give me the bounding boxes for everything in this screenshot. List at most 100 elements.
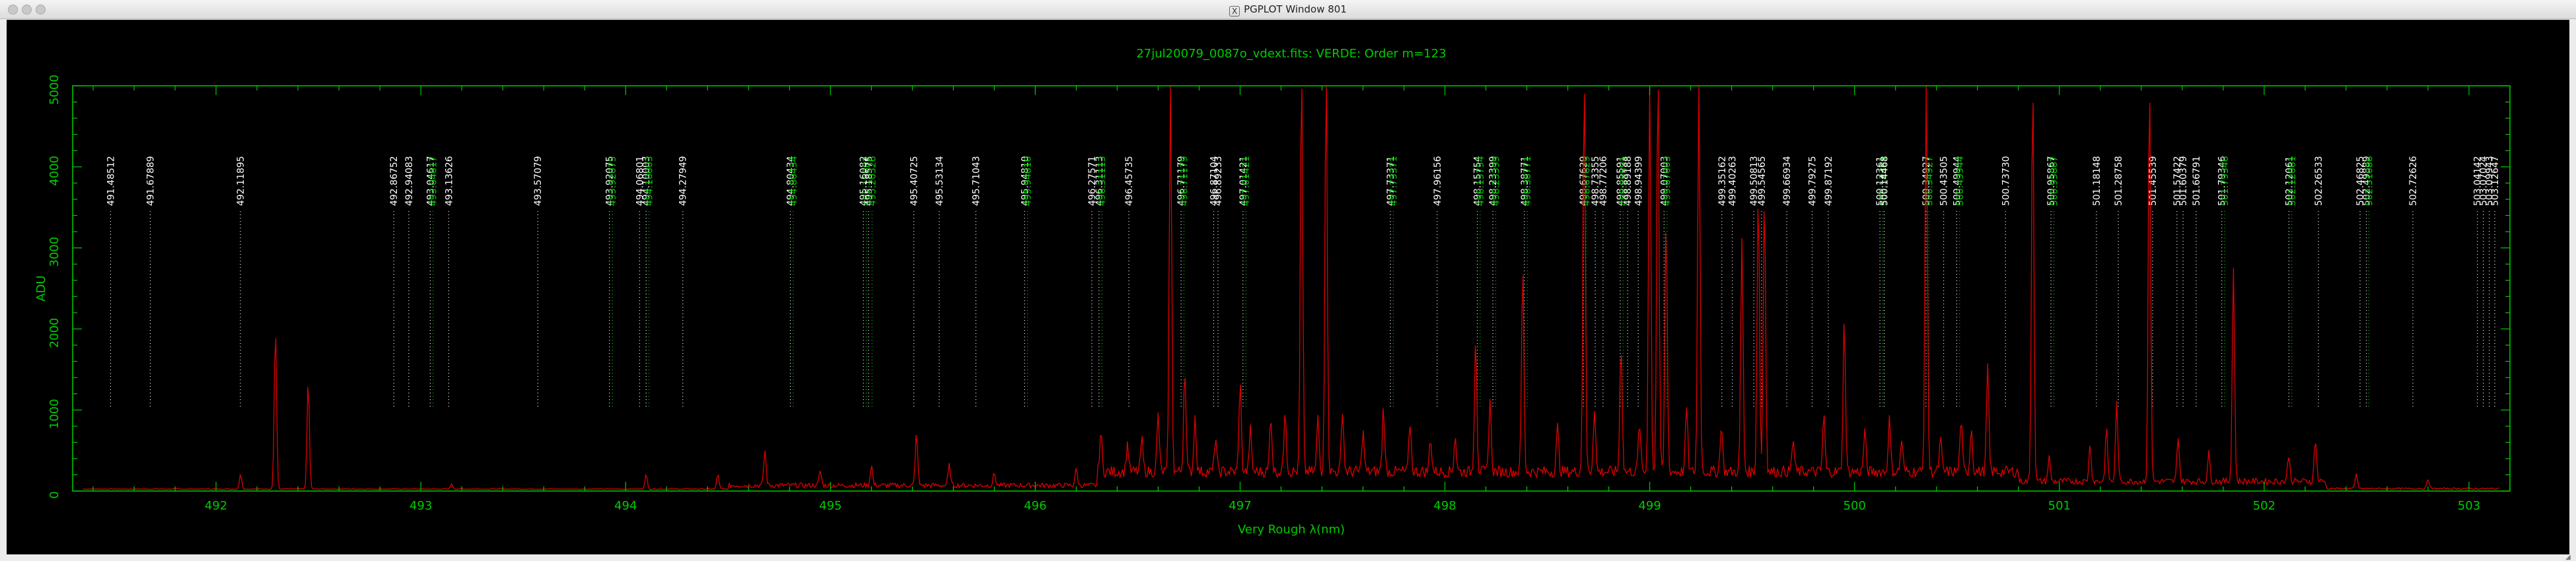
line-label: 497.01421 — [1238, 156, 1249, 206]
line-label: 499.50813 — [1749, 156, 1760, 206]
line-label: 500.95867 — [2049, 156, 2059, 206]
line-label: 500.12361 — [1875, 156, 1886, 206]
line-label: 496.89233 — [1213, 156, 1224, 206]
maximize-window-button[interactable] — [36, 5, 46, 15]
line-label: 502.49889 — [2362, 156, 2373, 206]
minimize-window-button[interactable] — [22, 5, 32, 15]
line-label: 498.15754 — [1473, 156, 1484, 206]
line-label: 495.18575 — [864, 156, 875, 206]
line-label: 498.73355 — [1591, 156, 1601, 206]
spectrum-series — [83, 85, 2499, 490]
line-label: 503.07024 — [2479, 156, 2489, 206]
line-label: 496.87104 — [1209, 156, 1219, 206]
line-label: 495.94810 — [1023, 156, 1034, 206]
line-label: 503.04142 — [2473, 156, 2484, 206]
line-label: 495.40725 — [910, 156, 920, 206]
x-tick-label: 501 — [2048, 499, 2071, 513]
line-label: 496.31113 — [1097, 156, 1108, 206]
x-tick-label: 492 — [205, 499, 227, 513]
line-label: 501.79346 — [2220, 156, 2231, 206]
line-label: 495.94810 — [1020, 156, 1030, 206]
line-label: 492.94083 — [404, 156, 415, 206]
line-label: 498.85591 — [1618, 156, 1629, 206]
line-label: 500.95867 — [2046, 156, 2057, 206]
line-label: 498.85591 — [1616, 156, 1626, 206]
x-tick-label: 496 — [1024, 499, 1046, 513]
line-label: 494.06801 — [635, 156, 645, 206]
line-label: 499.35162 — [1717, 156, 1728, 206]
x-tick-label: 497 — [1229, 499, 1251, 513]
line-label: 499.54565 — [1757, 156, 1768, 206]
spectrum-plot: 27jul20079_0087o_vdext.fits: VERDE: Orde… — [34, 47, 2511, 537]
line-label: 496.45735 — [1124, 156, 1135, 206]
line-label: 502.26533 — [2314, 156, 2324, 206]
line-label: 500.49944 — [1952, 156, 1962, 206]
line-label: 501.28758 — [2114, 156, 2124, 206]
x-tick-label: 494 — [614, 499, 637, 513]
y-tick-label: 2000 — [48, 317, 61, 348]
line-label: 493.04617 — [429, 156, 439, 206]
line-label: 497.73371 — [1388, 156, 1399, 206]
line-label: 500.12361 — [1878, 156, 1889, 206]
line-label: 493.04617 — [425, 156, 436, 206]
line-label: 502.12061 — [2287, 156, 2298, 206]
line-label: 501.66791 — [2192, 156, 2202, 206]
line-label: 496.71179 — [1180, 156, 1190, 206]
line-label: 493.92075 — [605, 156, 616, 206]
line-label: 501.60379 — [2178, 156, 2189, 206]
line-label: 492.11895 — [236, 156, 246, 206]
x-tick-label: 502 — [2253, 499, 2275, 513]
line-label: 495.20326 — [867, 156, 878, 206]
line-label: 493.57079 — [533, 156, 544, 206]
line-label: 494.80434 — [786, 156, 797, 206]
line-label: 499.07003 — [1663, 156, 1673, 206]
line-label: 494.80434 — [789, 156, 799, 206]
line-label: 493.92075 — [608, 156, 618, 206]
line-label: 500.73730 — [2001, 156, 2011, 206]
x-tick-label: 493 — [410, 499, 432, 513]
y-tick-label: 1000 — [48, 399, 61, 429]
y-tick-label: 0 — [48, 491, 61, 498]
line-label: 494.10003 — [645, 156, 655, 206]
line-label: 499.79275 — [1808, 156, 1818, 206]
line-label: 498.77206 — [1598, 156, 1609, 206]
line-label: 498.67629 — [1579, 156, 1589, 206]
line-label: 502.72626 — [2408, 156, 2419, 206]
line-label: 495.16082 — [862, 156, 873, 206]
chart-title: 27jul20079_0087o_vdext.fits: VERDE: Orde… — [1136, 47, 1446, 61]
line-label: 501.79346 — [2217, 156, 2228, 206]
window-title: PGPLOT Window 801 — [1244, 3, 1347, 15]
line-label: 498.23399 — [1491, 156, 1501, 206]
close-window-button[interactable] — [8, 5, 18, 15]
x-tick-label: 495 — [819, 499, 841, 513]
line-label: 498.67629 — [1582, 156, 1592, 206]
line-label: 498.38771 — [1520, 156, 1530, 206]
line-label: 499.07003 — [1659, 156, 1670, 206]
line-label: 495.53134 — [935, 156, 945, 206]
title-bar[interactable]: X PGPLOT Window 801 — [0, 0, 2576, 19]
line-label: 499.87192 — [1824, 156, 1834, 206]
line-label: 498.38771 — [1522, 156, 1533, 206]
x-tick-label: 499 — [1638, 499, 1661, 513]
line-label: 501.45539 — [2148, 156, 2159, 206]
y-axis-label: ADU — [34, 275, 48, 301]
resize-grip-icon[interactable]: ◢ — [2565, 554, 2571, 561]
line-label: 500.14468 — [1880, 156, 1890, 206]
line-label: 501.57422 — [2172, 156, 2183, 206]
line-label: 502.51086 — [2364, 156, 2375, 206]
line-label: 496.71179 — [1176, 156, 1187, 206]
line-label: 494.27949 — [678, 156, 689, 206]
line-label: 501.18148 — [2092, 156, 2102, 206]
line-label: 500.43505 — [1939, 156, 1950, 206]
x-tick-label: 500 — [1843, 499, 1866, 513]
line-label: 497.73371 — [1386, 156, 1396, 206]
line-label: 495.16082 — [859, 156, 869, 206]
plot-canvas: 27jul20079_0087o_vdext.fits: VERDE: Orde… — [7, 20, 2569, 554]
line-label: 499.40263 — [1728, 156, 1738, 206]
line-label: 502.46825 — [2355, 156, 2366, 206]
line-label: 493.13626 — [444, 156, 454, 206]
x11-icon: X — [1229, 6, 1240, 16]
line-label: 491.67889 — [146, 156, 157, 206]
plot-frame — [72, 85, 2511, 492]
